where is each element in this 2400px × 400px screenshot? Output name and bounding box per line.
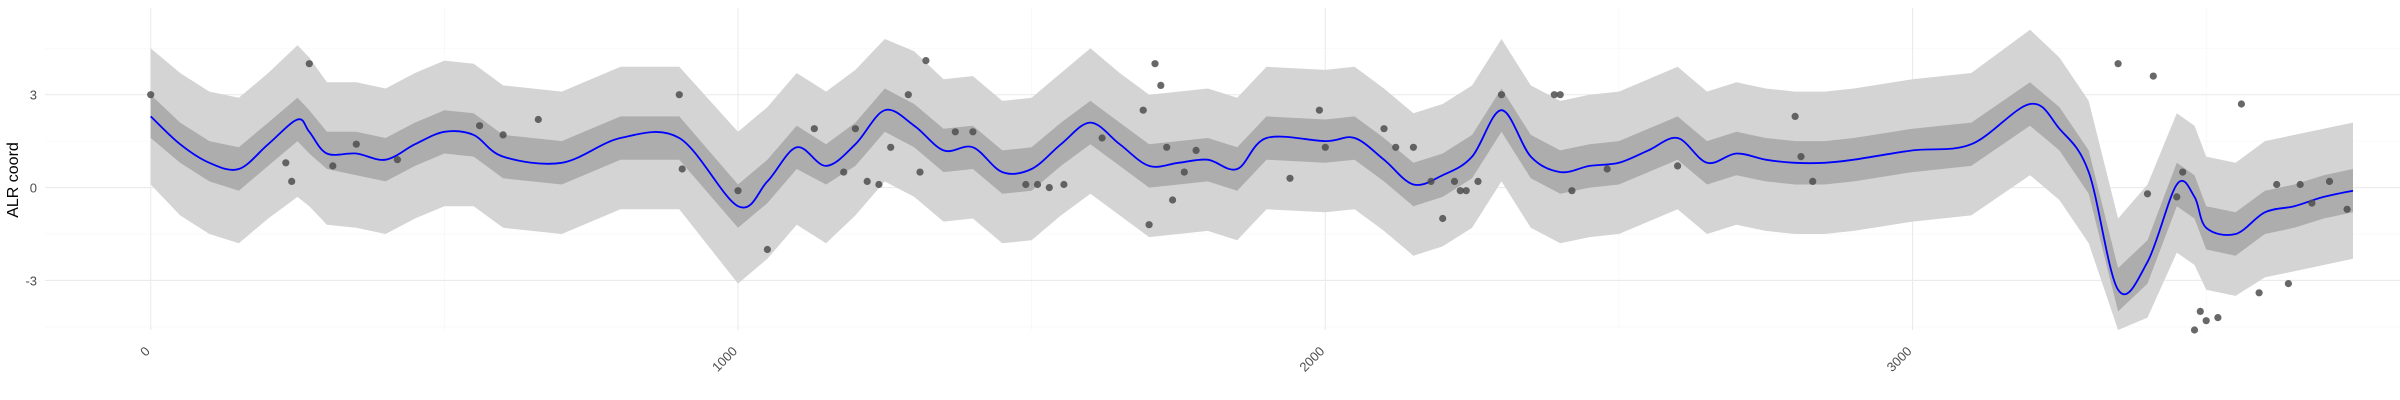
mean-curve [150, 102, 2354, 296]
data-point [329, 162, 337, 170]
data-point [1098, 134, 1106, 142]
data-point [951, 128, 959, 136]
data-point [2179, 168, 2187, 176]
data-point [1497, 91, 1506, 99]
data-point [1556, 91, 1564, 99]
data-point [1797, 153, 1805, 161]
observed-points [147, 57, 2351, 334]
data-point [2255, 289, 2263, 297]
data-point [1145, 221, 1153, 229]
data-point [675, 91, 683, 99]
data-point [2190, 326, 2199, 334]
data-point [2114, 60, 2122, 68]
data-point [810, 125, 818, 133]
data-point [1462, 187, 1470, 195]
data-point [1809, 177, 1817, 185]
data-point [875, 180, 883, 189]
data-point [305, 60, 313, 68]
data-point [1474, 177, 1482, 185]
data-point [887, 143, 895, 151]
data-point [1409, 143, 1417, 151]
data-point [2149, 72, 2157, 80]
data-point [1568, 187, 1576, 195]
data-point [2343, 205, 2351, 213]
data-point [2296, 180, 2304, 189]
data-point [1151, 60, 1159, 68]
y-tick-label: 0 [30, 181, 37, 196]
data-point [393, 156, 401, 164]
data-point [916, 168, 924, 176]
y-tick-label: -3 [25, 273, 37, 288]
data-point [1033, 180, 1042, 189]
data-point [2143, 190, 2152, 198]
data-point [851, 125, 860, 133]
outer-band [150, 29, 2354, 330]
data-point [1427, 177, 1435, 185]
data-point [1674, 162, 1682, 170]
data-point [1286, 174, 1294, 182]
data-point [534, 115, 542, 124]
data-point [352, 140, 360, 148]
data-point [2284, 280, 2292, 288]
data-point [147, 91, 155, 99]
data-point [1450, 177, 1459, 185]
y-tick-label: 3 [30, 88, 37, 103]
data-point [1380, 125, 1388, 133]
data-point [678, 165, 686, 173]
data-point [2308, 199, 2316, 207]
data-point [2214, 314, 2222, 322]
data-point [1456, 187, 1464, 195]
data-point [476, 122, 484, 130]
data-point [1392, 143, 1400, 151]
data-point [288, 177, 296, 185]
data-point [1169, 196, 1177, 204]
data-point [2202, 317, 2210, 325]
data-point [1603, 165, 1611, 173]
data-point [904, 91, 912, 99]
data-point [1157, 81, 1165, 89]
data-point [863, 177, 871, 185]
data-point [840, 168, 848, 176]
data-point [1180, 168, 1188, 176]
data-point [1315, 106, 1323, 114]
data-point [1060, 180, 1068, 189]
y-axis-title: ALR coord [5, 142, 22, 218]
data-point [969, 128, 977, 136]
data-point [2173, 193, 2181, 201]
data-point [499, 131, 507, 139]
data-point [282, 159, 290, 167]
data-point [2273, 180, 2281, 189]
data-point [763, 245, 772, 254]
data-point [1321, 143, 1329, 151]
data-point [1163, 143, 1171, 151]
data-point [1439, 214, 1447, 223]
data-point [922, 57, 930, 65]
data-point [1791, 112, 1799, 120]
data-point [1192, 146, 1200, 154]
data-point [1550, 91, 1558, 99]
data-point [734, 187, 742, 195]
data-point [2196, 307, 2204, 315]
data-point [1139, 106, 1147, 114]
data-point [2237, 100, 2245, 108]
data-point [2325, 177, 2334, 185]
data-point [1045, 184, 1053, 192]
data-point [1022, 180, 1030, 189]
mean-line [150, 102, 2354, 296]
y-axis-ticks: -3 0 3 [25, 88, 37, 289]
